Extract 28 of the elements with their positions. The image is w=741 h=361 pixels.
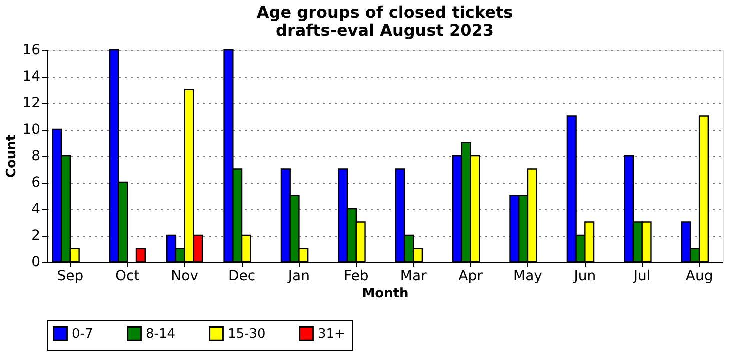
legend-label: 0-7 bbox=[72, 326, 94, 342]
x-tick-label: Mar bbox=[400, 268, 428, 284]
x-tick-label: Jan bbox=[287, 268, 310, 284]
x-tick-label: May bbox=[514, 268, 542, 284]
x-tick-label: Apr bbox=[458, 268, 484, 284]
y-tick-label: 14 bbox=[22, 69, 41, 85]
legend-label: 15-30 bbox=[228, 326, 266, 342]
x-tick-label: Aug bbox=[686, 268, 714, 284]
x-tick-label: Feb bbox=[344, 268, 369, 284]
x-axis-title: Month bbox=[362, 286, 409, 302]
y-tick-label: 0 bbox=[32, 254, 40, 270]
x-tick-label: Jun bbox=[573, 268, 596, 284]
legend-label: 8-14 bbox=[146, 326, 176, 342]
y-tick-label: 6 bbox=[32, 175, 41, 191]
x-tick-label: Oct bbox=[116, 268, 140, 284]
y-tick-label: 16 bbox=[22, 42, 41, 58]
x-tick-label: Jul bbox=[632, 268, 651, 284]
y-tick-label: 4 bbox=[32, 202, 41, 218]
y-axis-title: Count bbox=[4, 134, 20, 178]
y-tick-label: 2 bbox=[32, 228, 40, 244]
y-tick-label: 12 bbox=[22, 96, 40, 112]
y-tick-label: 10 bbox=[22, 122, 40, 138]
chart-title: Age groups of closed tickets drafts-eval August 2023 bbox=[256, 3, 514, 40]
legend-label: 31+ bbox=[318, 326, 346, 342]
x-tick-label: Dec bbox=[228, 268, 256, 284]
y-tick-label: 8 bbox=[32, 148, 40, 164]
x-tick-label: Sep bbox=[57, 268, 84, 284]
x-tick-label: Nov bbox=[171, 268, 198, 284]
